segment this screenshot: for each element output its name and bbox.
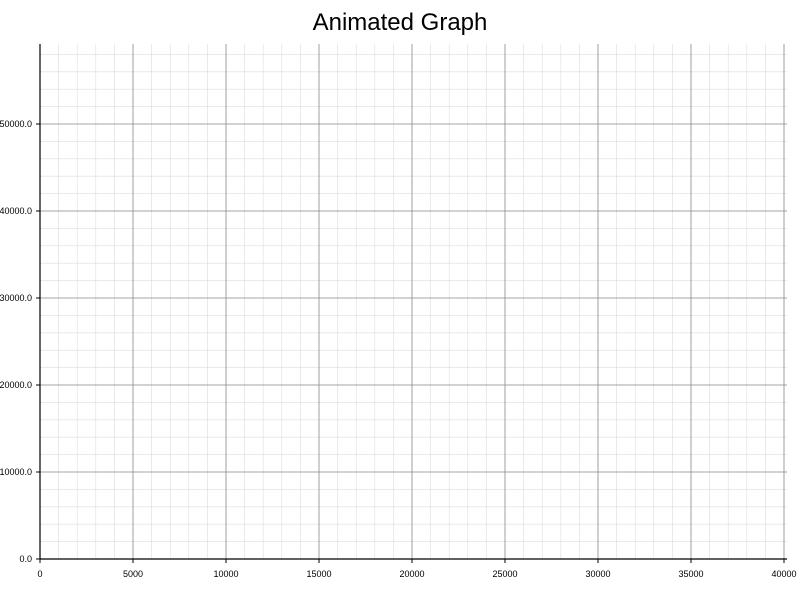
x-tick-label: 20000 <box>399 569 424 579</box>
x-tick-label: 0 <box>37 569 42 579</box>
x-tick-label: 10000 <box>213 569 238 579</box>
y-tick-label: 40000.0 <box>0 206 32 216</box>
chart-title: Animated Graph <box>312 9 488 36</box>
y-tick-label: 10000.0 <box>0 467 32 477</box>
major-grid <box>39 44 787 560</box>
y-tick-label: 30000.0 <box>0 293 32 303</box>
x-tick-label: 15000 <box>306 569 331 579</box>
y-axis-ticks: 0.0 10000.0 20000.0 30000.0 40000.0 50000.0 <box>0 119 40 564</box>
x-tick-label: 5000 <box>123 569 143 579</box>
x-tick-label: 35000 <box>678 569 703 579</box>
axes <box>39 44 787 560</box>
minor-grid <box>39 44 787 560</box>
y-tick-label: 0.0 <box>19 554 32 564</box>
y-tick-label: 50000.0 <box>0 119 32 129</box>
x-tick-label: 25000 <box>492 569 517 579</box>
x-axis-ticks: 0 5000 10000 15000 20000 25000 30000 35000 40000 <box>37 559 797 579</box>
x-tick-label: 40000 <box>771 569 796 579</box>
x-tick-label: 30000 <box>585 569 610 579</box>
y-tick-label: 20000.0 <box>0 380 32 390</box>
